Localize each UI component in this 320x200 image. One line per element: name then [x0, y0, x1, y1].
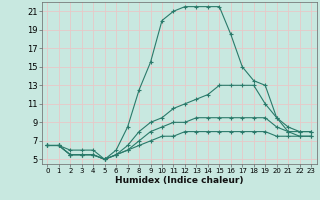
X-axis label: Humidex (Indice chaleur): Humidex (Indice chaleur)	[115, 176, 244, 185]
